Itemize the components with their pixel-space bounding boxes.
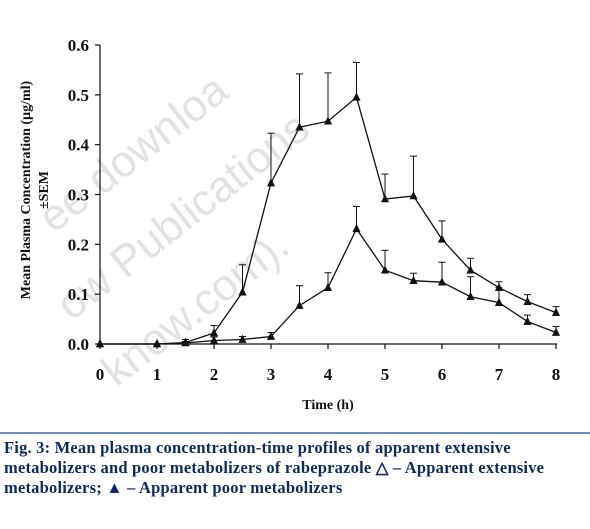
x-tick-label: 1: [153, 365, 162, 384]
series-1-line: [100, 96, 557, 345]
data-point: [323, 282, 333, 291]
data-point: [295, 300, 304, 309]
data-point: [551, 307, 561, 316]
series-2: [95, 205, 561, 348]
series-layer: [95, 61, 561, 348]
y-tick-label: 0.3: [68, 186, 89, 205]
data-point: [466, 265, 475, 274]
data-point: [152, 339, 162, 348]
x-tick-label: 4: [324, 365, 333, 384]
axes: 0.0 0.1 0.2 0.3 0.4 0.5 0.6 0 1 2 3 4 5 6 7 8: [68, 36, 561, 384]
data-point: [238, 287, 247, 296]
y-axis-title-sem: ±SEM: [37, 171, 52, 209]
filled-triangle-symbol: ▲: [106, 478, 123, 497]
data-point: [352, 224, 361, 233]
data-point: [380, 194, 390, 203]
data-point: [238, 334, 247, 343]
x-tick-label: 3: [267, 365, 276, 384]
caption-divider: [0, 432, 590, 434]
caption-legend-poor: – Apparent poor metabolizers: [122, 478, 343, 497]
data-point: [266, 331, 276, 340]
data-point: [494, 297, 504, 306]
x-axis-title: Time (h): [302, 398, 354, 413]
data-point: [95, 339, 105, 348]
data-point: [466, 291, 475, 300]
y-tick-label: 0.1: [68, 285, 89, 304]
data-point: [209, 335, 219, 344]
x-tick-label: 8: [552, 365, 561, 384]
x-tick-label: 7: [495, 365, 504, 384]
y-tick-label: 0.0: [68, 335, 89, 354]
data-point: [409, 275, 418, 285]
chart-svg: ee downloa ow Publications know.com). 0.…: [19, 36, 561, 413]
data-point: [266, 178, 276, 187]
data-point: [551, 327, 561, 336]
caption-legend-extensive: – Apparent extensive metabolizers;: [4, 458, 545, 497]
y-tick-label: 0.5: [68, 86, 89, 105]
data-point: [437, 234, 447, 243]
caption-figure-label: Fig. 3:: [4, 438, 51, 457]
caption-text: Mean plasma concentration-time profiles …: [4, 438, 511, 477]
y-tick-label: 0.6: [68, 36, 89, 55]
figure-caption: Fig. 3: Mean plasma concentration-time p…: [4, 438, 586, 498]
data-point: [323, 116, 333, 125]
x-tick-label: 0: [96, 365, 105, 384]
data-point: [437, 277, 447, 286]
y-tick-label: 0.4: [68, 136, 90, 155]
data-point: [523, 296, 532, 305]
data-point: [295, 122, 304, 131]
x-tick-label: 5: [381, 365, 390, 384]
x-tick-label: 6: [438, 365, 447, 384]
open-triangle-symbol: △: [375, 458, 389, 477]
x-tick-label: 2: [210, 365, 219, 384]
data-point: [409, 191, 418, 200]
y-axis-title: Mean Plasma Concentration (µg/ml): [19, 80, 34, 299]
data-point: [181, 338, 190, 347]
y-tick-label: 0.2: [68, 235, 89, 254]
data-point: [380, 265, 390, 274]
data-point: [523, 316, 532, 325]
chart: ee downloa ow Publications know.com). 0.…: [19, 36, 561, 413]
data-point: [352, 92, 361, 101]
series-2-line: [100, 227, 557, 345]
